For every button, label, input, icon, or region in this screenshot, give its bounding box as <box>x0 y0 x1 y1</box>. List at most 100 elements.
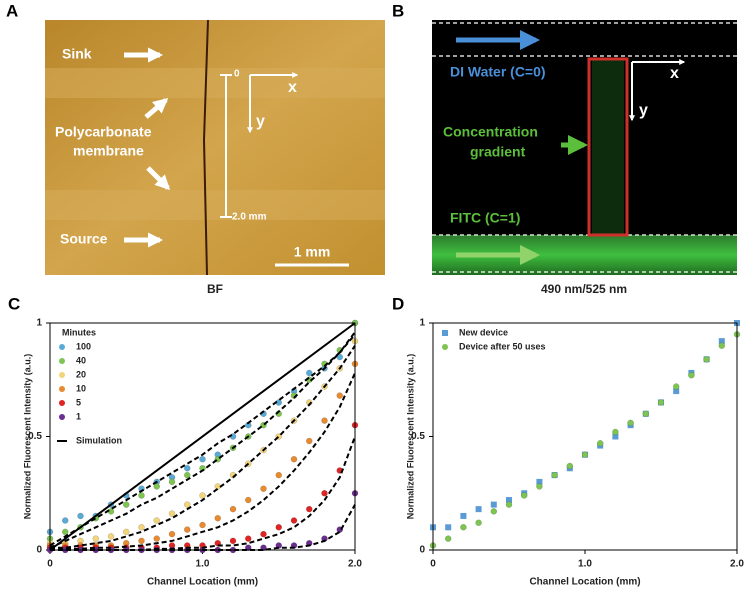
point <box>245 535 252 542</box>
label: Sink <box>62 46 92 62</box>
point <box>275 524 282 531</box>
gradient-glow <box>592 60 624 235</box>
y-tick-label: 1 <box>36 318 42 329</box>
point <box>475 519 482 527</box>
point <box>275 471 282 479</box>
point <box>168 478 176 486</box>
label: 1 mm <box>294 244 331 260</box>
point <box>506 497 512 504</box>
label: Source <box>60 231 108 247</box>
y-tick-label: 0.5 <box>411 431 425 442</box>
legend-label: 40 <box>76 355 86 365</box>
point <box>153 517 160 524</box>
steady-state-line <box>49 322 356 551</box>
point <box>123 501 130 508</box>
point <box>444 535 452 542</box>
point <box>505 501 513 508</box>
label: 2.0 mm <box>232 212 267 223</box>
legend-label: 5 <box>76 397 81 407</box>
point <box>290 455 298 463</box>
x-tick-label: 2.0 <box>348 559 362 570</box>
point <box>673 388 680 395</box>
caption: 490 nm/525 nm <box>541 282 627 296</box>
legend-marker <box>59 372 65 378</box>
point <box>138 492 145 499</box>
point <box>460 524 467 531</box>
point <box>306 369 313 377</box>
point <box>657 399 665 406</box>
label: Concentration <box>443 124 538 140</box>
point <box>184 465 191 472</box>
point <box>62 528 69 536</box>
legend-label: New device <box>459 327 508 337</box>
point <box>153 535 160 542</box>
point <box>445 524 452 531</box>
point <box>260 485 267 492</box>
simulation-line <box>50 372 356 550</box>
x-tick-label: 1.0 <box>578 559 592 570</box>
point <box>199 455 206 463</box>
point <box>581 451 589 458</box>
simulation-line <box>49 333 356 549</box>
point <box>306 437 313 445</box>
label: DI Water (C=0) <box>450 64 546 80</box>
point <box>460 512 467 519</box>
point <box>642 410 650 418</box>
point <box>321 490 328 497</box>
point <box>184 471 191 479</box>
point <box>229 505 237 513</box>
label: x <box>670 65 679 82</box>
x-tick-label: 1.0 <box>196 559 210 570</box>
point <box>153 483 160 490</box>
legend-title: Minutes <box>62 327 96 337</box>
point <box>245 496 252 504</box>
x-tick-label: 0 <box>47 559 53 570</box>
x-tick-label: 2.0 <box>730 559 744 570</box>
legend-marker <box>442 344 448 350</box>
point <box>336 392 343 399</box>
legend-label: Simulation <box>76 435 122 445</box>
point <box>612 428 619 436</box>
legend-label: 100 <box>76 341 91 351</box>
axes-frame <box>49 322 356 551</box>
point <box>612 433 619 440</box>
label: gradient <box>470 144 526 160</box>
point <box>229 537 237 545</box>
point <box>490 501 497 508</box>
point <box>703 356 710 363</box>
label: 0 <box>234 69 240 80</box>
point <box>77 512 84 520</box>
point <box>214 514 221 522</box>
simulation-line <box>49 331 356 547</box>
legend-marker <box>442 330 448 336</box>
label: membrane <box>73 143 144 159</box>
arrow <box>144 98 169 119</box>
legend-marker <box>59 344 65 350</box>
legend-marker <box>59 414 65 420</box>
panel-letter: D <box>392 294 404 313</box>
point <box>490 508 498 515</box>
point <box>718 338 725 345</box>
y-axis-label: Normalized Fluorescent Intensity (a.u.) <box>405 354 415 520</box>
panel-a: A Sink Polycarbonate membrane Source 0 2… <box>6 1 385 296</box>
point <box>566 462 574 470</box>
channel <box>45 190 385 220</box>
label: Polycarbonate <box>55 124 152 140</box>
panel-letter: B <box>392 1 404 20</box>
label: y <box>639 102 648 119</box>
simulation-line <box>50 345 356 549</box>
axes-frame <box>432 322 738 551</box>
legend-label: 1 <box>76 411 81 421</box>
point <box>627 419 634 427</box>
y-tick-label: 0.5 <box>28 431 42 442</box>
point <box>62 517 69 524</box>
point <box>306 505 313 513</box>
x-axis-label: Channel Location (mm) <box>529 577 640 588</box>
point <box>107 533 115 540</box>
point <box>475 506 482 513</box>
point <box>290 517 298 524</box>
point <box>168 530 176 538</box>
point <box>551 471 558 479</box>
label: x <box>288 79 297 96</box>
